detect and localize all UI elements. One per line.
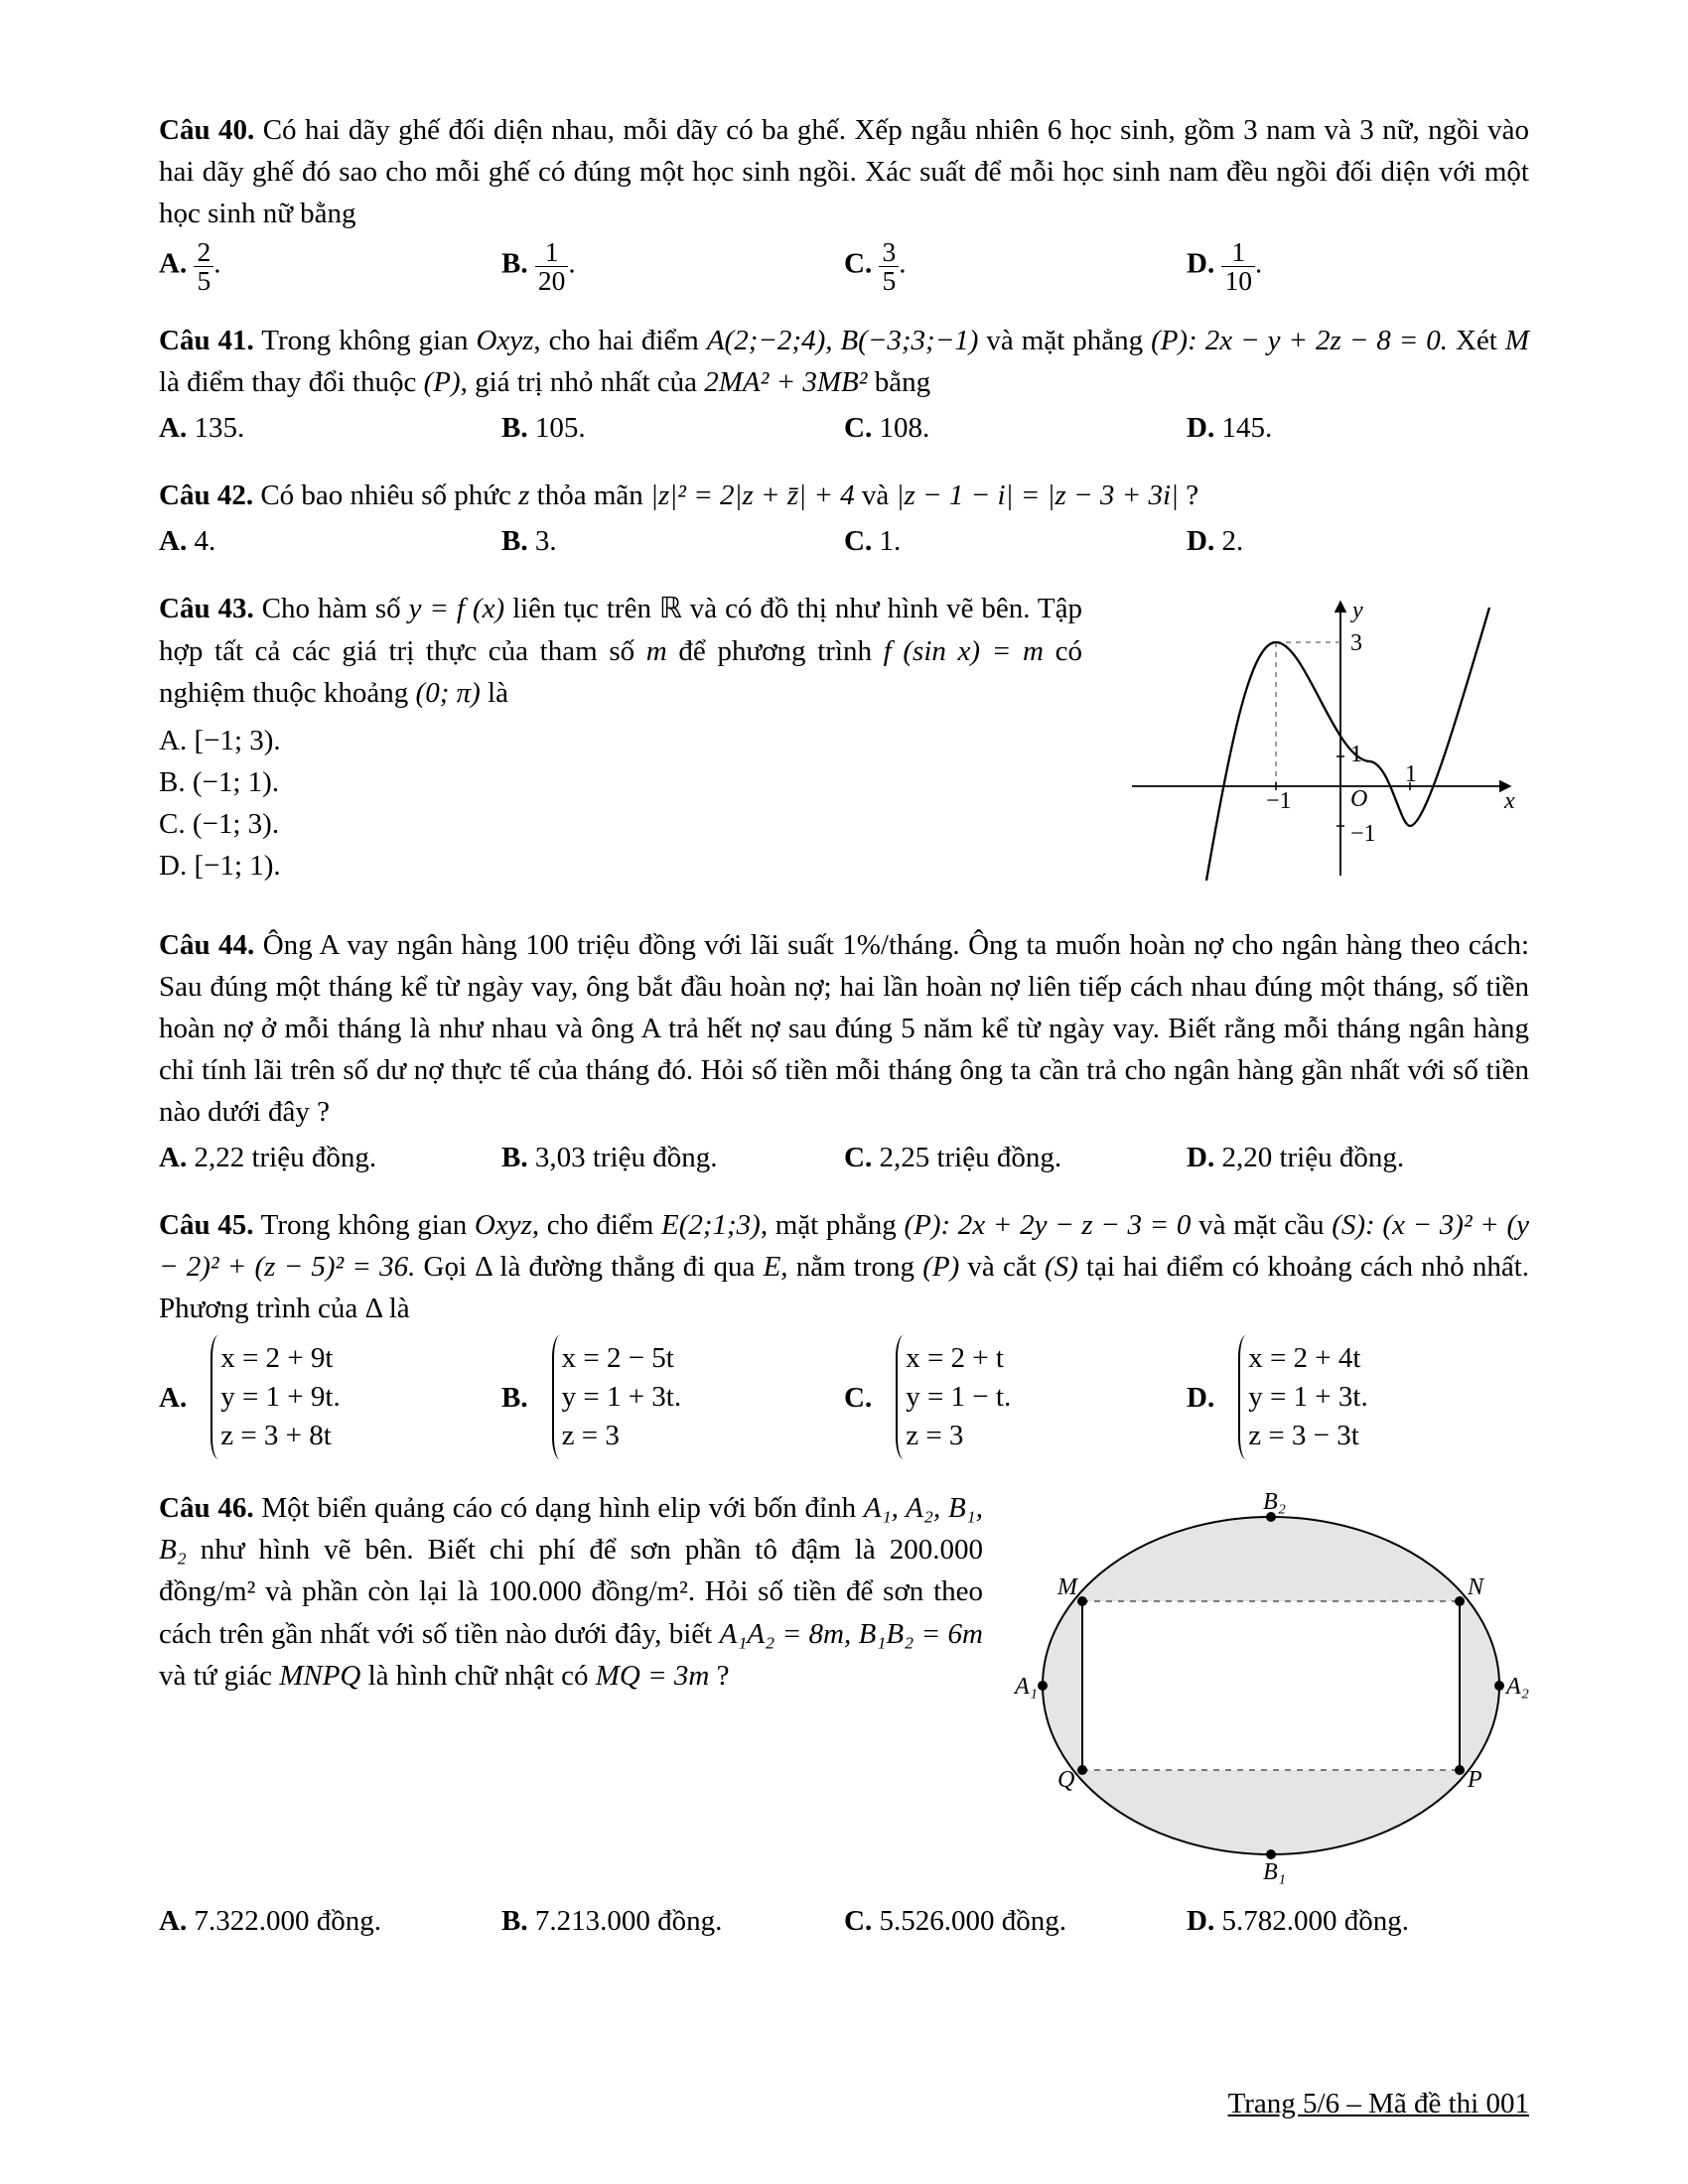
svg-text:A₁: A₁: [1013, 1674, 1038, 1700]
q46-label: Câu 46.: [159, 1492, 254, 1524]
q40-opt-a: A. 25.: [159, 238, 501, 294]
q46-opt-c: C. 5.526.000 đồng.: [844, 1900, 1187, 1942]
q44-opt-b: B. 3,03 triệu đồng.: [501, 1137, 844, 1178]
q41-opt-a: A. 135.: [159, 407, 501, 449]
svg-text:1: 1: [1405, 761, 1417, 787]
q43-label: Câu 43.: [159, 593, 254, 624]
q44-opt-d: D. 2,20 triệu đồng.: [1187, 1137, 1529, 1178]
q46-opt-d: D. 5.782.000 đồng.: [1187, 1900, 1529, 1942]
q40-opt-c: C. 35.: [844, 238, 1187, 294]
question-41: Câu 41. Trong không gian Oxyz, cho hai đ…: [159, 320, 1529, 449]
question-40: Câu 40. Có hai dãy ghế đối diện nhau, mỗ…: [159, 109, 1529, 294]
q46-opt-a: A. 7.322.000 đồng.: [159, 1900, 501, 1942]
q44-opt-c: C. 2,25 triệu đồng.: [844, 1137, 1187, 1178]
svg-text:y: y: [1350, 598, 1363, 623]
svg-text:O: O: [1350, 786, 1367, 812]
q43-opt-b: B. (−1; 1).: [159, 761, 1082, 803]
svg-text:P: P: [1467, 1767, 1482, 1793]
q43-opt-a: A. [−1; 3).: [159, 720, 1082, 761]
svg-text:B₂: B₂: [1263, 1489, 1286, 1515]
q43-opt-c: C. (−1; 3).: [159, 803, 1082, 845]
q41-opt-b: B. 105.: [501, 407, 844, 449]
q44-text: Ông A vay ngân hàng 100 triệu đồng với l…: [159, 929, 1529, 1128]
q45-opt-d: D. x = 2 + 4ty = 1 + 3t.z = 3 − 3t: [1187, 1333, 1529, 1461]
q40-opt-d: D. 110.: [1187, 238, 1529, 294]
q45-opt-b: B. x = 2 − 5ty = 1 + 3t.z = 3: [501, 1333, 844, 1461]
q45-opt-c: C. x = 2 + ty = 1 − t.z = 3: [844, 1333, 1187, 1461]
question-42: Câu 42. Có bao nhiêu số phức z thỏa mãn …: [159, 475, 1529, 562]
q43-graph: y x O 3 1 −1 −1 1: [1112, 588, 1529, 897]
svg-text:x: x: [1503, 788, 1515, 814]
q41-label: Câu 41.: [159, 325, 254, 356]
q46-graph: B₂ B₁ A₁ A₂ M N P Q: [1013, 1487, 1529, 1896]
q41-opt-d: D. 145.: [1187, 407, 1529, 449]
svg-text:3: 3: [1350, 630, 1362, 656]
question-45: Câu 45. Trong không gian Oxyz, cho điểm …: [159, 1204, 1529, 1462]
svg-text:B₁: B₁: [1263, 1859, 1286, 1884]
question-44: Câu 44. Ông A vay ngân hàng 100 triệu đồ…: [159, 924, 1529, 1178]
q44-opt-a: A. 2,22 triệu đồng.: [159, 1137, 501, 1178]
question-43: Câu 43. Cho hàm số y = f (x) liên tục tr…: [159, 588, 1529, 897]
q41-opt-c: C. 108.: [844, 407, 1187, 449]
q42-label: Câu 42.: [159, 479, 253, 511]
svg-text:M: M: [1056, 1574, 1079, 1600]
q42-opt-a: A. 4.: [159, 520, 501, 562]
q45-label: Câu 45.: [159, 1209, 253, 1241]
q40-opt-b: B. 120.: [501, 238, 844, 294]
q44-label: Câu 44.: [159, 929, 254, 961]
page-footer: Trang 5/6 – Mã đề thi 001: [1228, 2083, 1529, 2124]
q42-opt-b: B. 3.: [501, 520, 844, 562]
svg-text:−1: −1: [1350, 821, 1376, 847]
q40-label: Câu 40.: [159, 114, 254, 146]
svg-text:−1: −1: [1266, 788, 1292, 814]
q42-opt-d: D. 2.: [1187, 520, 1529, 562]
svg-text:1: 1: [1350, 742, 1362, 767]
svg-text:A₂: A₂: [1504, 1674, 1529, 1700]
svg-text:N: N: [1467, 1574, 1485, 1600]
q42-opt-c: C. 1.: [844, 520, 1187, 562]
svg-text:Q: Q: [1057, 1767, 1074, 1793]
q45-opt-a: A. x = 2 + 9ty = 1 + 9t.z = 3 + 8t: [159, 1333, 501, 1461]
q40-text: Có hai dãy ghế đối diện nhau, mỗi dãy có…: [159, 114, 1529, 229]
q43-opt-d: D. [−1; 1).: [159, 845, 1082, 887]
question-46: Câu 46. Một biển quảng cáo có dạng hình …: [159, 1487, 1529, 1942]
q46-opt-b: B. 7.213.000 đồng.: [501, 1900, 844, 1942]
